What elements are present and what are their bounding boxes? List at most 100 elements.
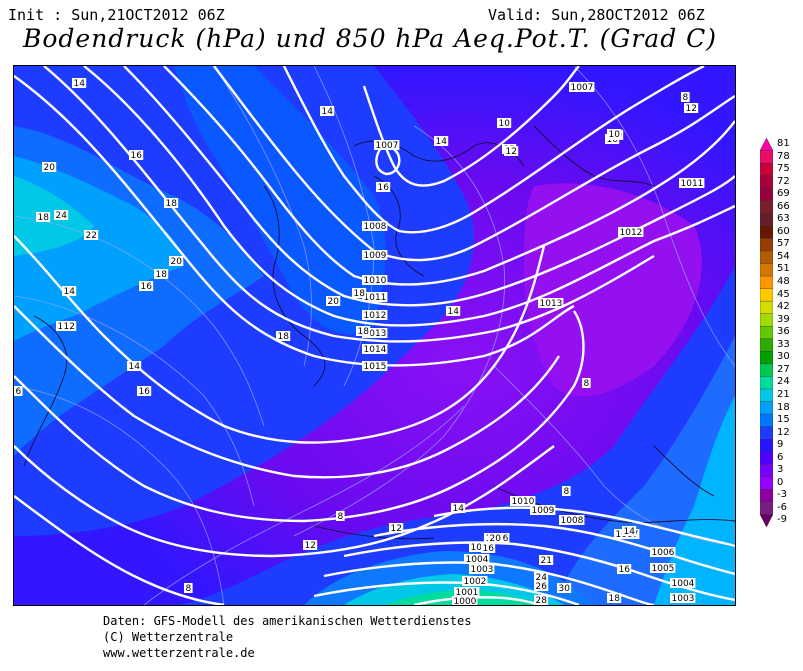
isobar-label: 1010 (512, 497, 535, 507)
temperature-label-box (684, 103, 699, 113)
isobar-label: 1002 (464, 577, 487, 587)
temperature-label-box (356, 326, 371, 336)
isobar-label-box (362, 328, 388, 338)
colorbar-label: 3 (777, 464, 784, 476)
colorbar-swatch (760, 326, 773, 340)
temperature-label: 6 (16, 387, 22, 397)
temperature-label: 14 (129, 362, 141, 372)
isobar-label: 1011 (364, 293, 387, 303)
footer-source: Daten: GFS-Modell des amerikanischen Wet… (103, 614, 472, 628)
temperature-label-box (488, 533, 503, 543)
temperature-label: 8 (338, 512, 344, 522)
colorbar-swatch (760, 413, 773, 428)
isobar-label-box (454, 587, 480, 597)
temperature-label: 24 (56, 211, 68, 221)
temperature-label-box (139, 281, 154, 291)
colorbar-label: 81 (777, 138, 790, 149)
temperature-label-box (276, 331, 291, 341)
field-coldest-core (524, 183, 702, 397)
temperature-label: 18 (38, 213, 50, 223)
temperature-label-box (539, 555, 554, 565)
temperature-label: 14 (436, 137, 448, 147)
temperature-label: 21 (541, 556, 552, 566)
isobar-label: 1010 (364, 276, 387, 286)
temperature-label: 18 (609, 594, 621, 604)
temperature-label-box (303, 540, 318, 550)
isobar-label-box (469, 564, 495, 574)
temperature-label: 14 (448, 307, 460, 317)
isobar-label: 1004 (672, 579, 695, 589)
colorbar-label: 45 (777, 288, 790, 300)
temperature-label-box (504, 146, 519, 156)
isobar-label: 1008 (364, 222, 387, 232)
colorbar-swatch (760, 464, 773, 478)
temperature-label-box (127, 361, 142, 371)
temperature-label-box (54, 210, 69, 220)
temperature-label: 16 (619, 565, 631, 575)
temperature-label: 22 (86, 231, 97, 241)
isobar-label-box (362, 221, 388, 231)
temperature-label-box (169, 256, 184, 266)
isobar-label: 1006 (652, 548, 675, 558)
isobar-label: 1003 (471, 565, 494, 575)
isobar-label-box (452, 596, 478, 605)
colorbar-swatch (760, 363, 773, 378)
temperature-label-box (534, 572, 549, 582)
temperature-label-box (389, 523, 404, 533)
temperature-label: 20 (44, 163, 56, 173)
colorbar-swatch (760, 263, 773, 277)
isobar-label: 1012 (364, 311, 387, 321)
isobar-label: 1007 (376, 141, 399, 151)
temperature-label: 30 (559, 584, 571, 594)
isobar-label-box (670, 578, 696, 588)
chart-title: Bodendruck (hPa) und 850 hPa Aeq.Pot.T. … (22, 24, 718, 53)
temperature-label: 18 (358, 327, 370, 337)
temperature-label-box (62, 321, 77, 331)
isobar-label: 1008 (561, 516, 584, 526)
temperature-label: 12 (64, 322, 75, 332)
isobar-label-group: 1007100710081009101010111012101310141015… (362, 82, 705, 605)
colorbar-label: 33 (777, 338, 790, 350)
temperature-label: 8 (564, 487, 570, 497)
isobar-label: 1004 (466, 555, 489, 565)
temperature-label-box (534, 595, 549, 605)
temperature-label-box (607, 593, 622, 603)
temperature-label: 8 (186, 584, 192, 594)
colorbar-label: 51 (777, 263, 790, 275)
isobar-label-box (362, 361, 388, 371)
isobar-label: 1015 (364, 362, 387, 372)
colorbar-swatch (760, 150, 773, 164)
isobar-label-box (362, 292, 388, 302)
colorbar-label: -9 (777, 514, 787, 526)
temperature-label: 18 (166, 199, 178, 209)
temperature-label: 16 (131, 151, 143, 161)
isobar-label-box (569, 82, 595, 92)
isobar-label-box (618, 227, 644, 237)
temperature-label: 14 (453, 504, 465, 514)
colorbar-swatch (760, 451, 773, 465)
isobar-label-box (510, 496, 536, 506)
colorbar-label: 66 (777, 200, 790, 212)
temperature-label-box (72, 78, 87, 88)
isobar-label-box (362, 344, 388, 354)
colorbar-swatch (760, 476, 773, 491)
colorbar-label: 69 (777, 188, 790, 200)
colorbar-label: 48 (777, 276, 790, 288)
colorbar-label: 27 (777, 363, 790, 375)
temperature-label-box (681, 92, 690, 102)
footer-url[interactable]: www.wetterzentrale.de (103, 646, 255, 660)
temperature-label: 16 (483, 544, 495, 554)
temperature-label-box (320, 106, 335, 116)
isobar-label: 1012 (620, 228, 643, 238)
temperature-label: 10 (609, 130, 621, 140)
temperature-label: 28 (536, 596, 548, 605)
colorbar-swatch (760, 200, 773, 214)
temperature-label-box (36, 212, 51, 222)
isobar-label: 1000 (454, 597, 477, 605)
isobar-label-box (464, 554, 490, 564)
weather-map: 1007 1007 1008 1009 1010 1011 1012 1013 1014 1015… (13, 65, 736, 606)
colorbar-swatch (760, 162, 773, 177)
colorbar-label: 60 (777, 225, 790, 237)
colorbar-swatch (760, 426, 773, 440)
temperature-label: 12 (506, 147, 517, 157)
